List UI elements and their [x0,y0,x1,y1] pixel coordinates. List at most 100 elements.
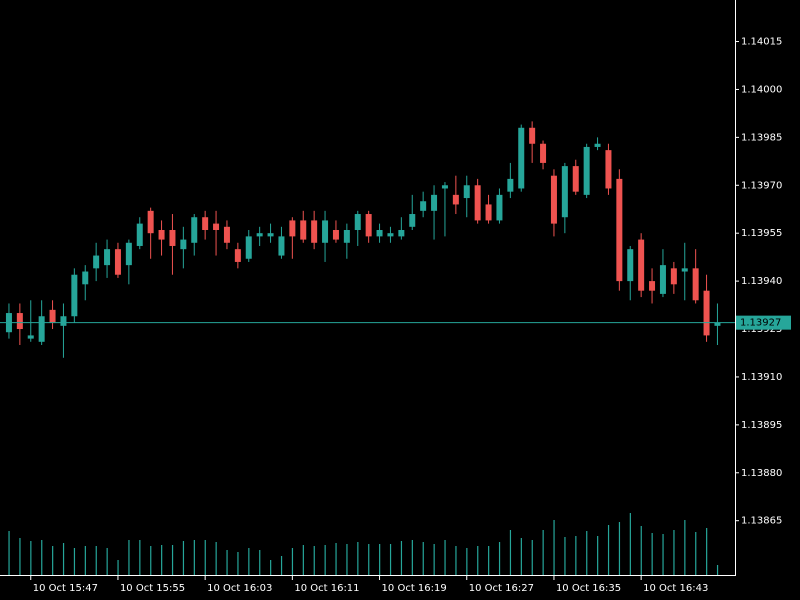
candle-body [71,274,78,317]
candle-body [365,214,372,237]
x-tick-label: 10 Oct 15:55 [120,583,185,594]
volume-bar [73,548,76,575]
volume-bar [62,543,65,575]
volume-bar [411,540,413,575]
y-tick-label: 1.13865 [741,516,782,527]
volume-bar [259,550,261,575]
current-price-label: 1.13927 [740,318,781,329]
candle-body [605,150,612,189]
candle-body [191,217,198,243]
volume-bar [237,552,239,575]
candle-body [49,309,56,323]
candle-body [714,322,721,326]
candle-body [649,281,656,291]
volume-bar [455,546,457,575]
candle-body [627,249,634,282]
candle-body [431,194,438,211]
candle-body [38,316,45,342]
volume-bar [389,544,392,575]
volume-bar [248,548,250,575]
volume-bar [41,540,43,575]
volume-bar [368,544,370,575]
volume-bar [716,565,719,575]
volume-bar [95,546,97,575]
candle-body [441,185,448,189]
candle-body [692,268,699,301]
candle-body [104,249,111,266]
candle-body [529,127,536,144]
volume-bar [553,520,555,575]
candle-body [387,233,394,237]
candle-body [202,217,209,230]
volume-bar [629,513,631,575]
volume-bar [19,538,21,575]
volume-bar [215,542,217,575]
volume-bar [139,540,141,575]
candle-body [158,230,165,240]
volume-bar [8,531,10,575]
candle-body [300,220,307,240]
candle-body [703,290,710,336]
candle-body [659,265,666,294]
volume-bar [193,540,195,575]
volume-bar [684,520,686,575]
x-tick-label: 10 Oct 16:43 [643,583,708,594]
volume-bar [542,530,544,575]
candle-body [398,230,405,237]
volume-bar [324,545,326,575]
x-tick-label: 10 Oct 16:03 [207,583,272,594]
candle-body [289,220,296,237]
y-tick-label: 1.14000 [741,84,782,95]
candle-body [16,313,23,330]
candle-body [572,166,579,192]
volume-bar [226,550,228,575]
volume-bar [270,560,272,575]
candle-body [670,268,677,285]
volume-bar [695,532,697,575]
y-tick-label: 1.13940 [741,276,782,287]
volume-bar [357,542,359,575]
volume-bar [346,544,348,575]
candle-body [82,271,89,285]
candle-body [332,230,339,240]
volume-bar [466,548,468,575]
x-tick-label: 10 Oct 15:47 [33,583,98,594]
volume-bar [564,537,566,575]
volume-bar [84,546,86,575]
volume-bar [280,556,283,575]
x-tick-label: 10 Oct 16:27 [469,583,534,594]
volume-bar [509,530,512,575]
candle-body [322,220,329,243]
candle-body [147,210,154,234]
candle-body [245,236,252,259]
volume-bar [651,533,653,575]
volume-bar [106,548,108,575]
candle-body [518,127,525,189]
candle-body [93,255,100,269]
candle-body [60,316,67,326]
candle-body [540,143,547,163]
candle-body [594,143,601,147]
candle-body [223,226,230,243]
volume-bar [171,545,174,575]
candle-body [409,214,416,227]
x-tick-label: 10 Oct 16:11 [294,583,359,594]
y-tick-label: 1.13970 [741,180,782,191]
candle-body [213,223,220,230]
volume-bar [586,531,588,575]
candle-body [376,230,383,237]
volume-bar [161,545,163,575]
y-tick-label: 1.13880 [741,468,782,479]
volume-bar [433,544,435,575]
volume-bar [640,526,642,575]
candle-body [311,220,318,243]
volume-bar [498,542,501,575]
y-tick-label: 1.13910 [741,372,782,383]
volume-bar [291,548,294,575]
candle-body [234,249,241,262]
y-tick-label: 1.13895 [741,420,782,431]
candle-body [169,230,176,246]
candle-body [550,175,557,224]
